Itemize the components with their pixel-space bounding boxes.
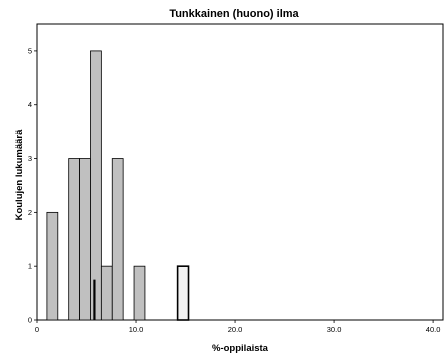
y-tick-label-5: 5 (28, 46, 32, 55)
bar-6 (133, 265, 146, 321)
bar-7 (176, 265, 190, 321)
y-tick-label-2: 2 (28, 208, 32, 217)
plot-area (36, 23, 444, 321)
x-tick-label-0: 0 (35, 325, 39, 334)
bar-1 (68, 158, 80, 321)
y-axis: 0 1 2 3 4 5 (28, 46, 37, 325)
bar-4 (100, 265, 113, 321)
y-tick-label-4: 4 (28, 100, 32, 109)
bar-3 (90, 50, 102, 321)
bar-0 (46, 211, 59, 321)
bars-group (46, 50, 190, 321)
bar-2 (79, 158, 91, 321)
y-tick-label-0: 0 (28, 316, 32, 325)
x-axis-label: %-oppilaista (212, 343, 269, 354)
chart-title: Tunkkainen (huono) ilma (169, 8, 299, 20)
x-axis: 0 10.0 20.0 30.0 40.0 (35, 320, 440, 334)
x-tick-label-4: 40.0 (426, 325, 441, 334)
x-tick-label-3: 30.0 (327, 325, 342, 334)
y-axis-label: Koulujen lukumäärä (14, 129, 25, 221)
y-tick-label-1: 1 (28, 262, 32, 271)
plot-frame (36, 23, 444, 321)
x-tick-label-2: 20.0 (228, 325, 243, 334)
x-tick-label-1: 10.0 (129, 325, 144, 334)
y-tick-label-3: 3 (28, 154, 32, 163)
bar-5 (111, 158, 124, 321)
